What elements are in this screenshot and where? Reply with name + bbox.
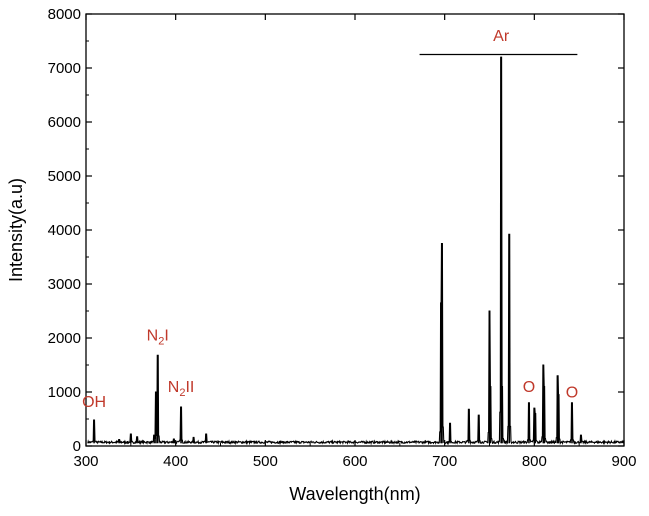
y-axis-ticks: 0 1000 2000 3000 4000 5000 6000 7000 8000: [48, 6, 624, 455]
spectrum-series: [87, 56, 625, 446]
peak-label: N2II: [168, 379, 195, 399]
y-axis-title: Intensity(a.u): [6, 178, 26, 282]
x-tick-label: 600: [342, 453, 367, 470]
x-tick-label: 800: [522, 453, 547, 470]
y-tick-label: 5000: [48, 168, 81, 185]
x-tick-label: 700: [432, 453, 457, 470]
peak-label: N2I: [147, 328, 169, 348]
y-tick-label: 8000: [48, 6, 81, 23]
y-tick-label: 3000: [48, 276, 81, 293]
x-axis-ticks: 300 400 500 600 700 800 900: [73, 14, 637, 470]
y-tick-label: 0: [73, 438, 81, 455]
y-tick-label: 4000: [48, 222, 81, 239]
x-tick-label: 400: [163, 453, 188, 470]
peak-label: O: [566, 384, 578, 401]
x-tick-label: 500: [253, 453, 278, 470]
peak-label: Ar: [493, 28, 510, 45]
plot-area: [85, 13, 625, 447]
y-tick-label: 2000: [48, 330, 81, 347]
peak-label: OH: [82, 394, 106, 411]
peak-label: O: [523, 379, 535, 396]
x-axis-title: Wavelength(nm): [289, 484, 420, 504]
x-tick-label: 900: [611, 453, 636, 470]
y-tick-label: 6000: [48, 114, 81, 131]
x-tick-label: 300: [73, 453, 98, 470]
peak-annotations: OH N2I N2II Ar O O: [82, 28, 578, 411]
y-tick-label: 1000: [48, 384, 81, 401]
y-tick-label: 7000: [48, 60, 81, 77]
